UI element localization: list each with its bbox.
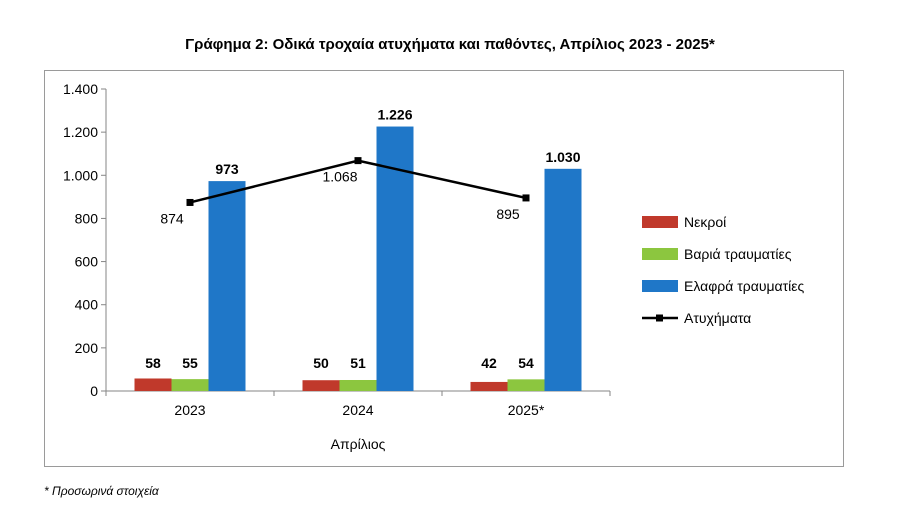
bar-2 bbox=[171, 379, 209, 391]
legend-swatch bbox=[642, 216, 678, 228]
legend-line-marker bbox=[656, 314, 663, 322]
legend-label: Ελαφρά τραυματίες bbox=[684, 278, 805, 294]
bar-data-label: 50 bbox=[313, 355, 329, 371]
bar-3 bbox=[208, 181, 246, 391]
chart-frame: 0 200 400 600 800 1.000 1.200 1.400 58 55 973 2023 5… bbox=[44, 70, 844, 467]
legend-swatch bbox=[642, 248, 678, 260]
legend-label: Βαριά τραυματίες bbox=[684, 246, 792, 262]
bar-1 bbox=[470, 381, 508, 391]
x-tick-label: 2023 bbox=[174, 402, 205, 418]
bar-data-label: 1.226 bbox=[377, 107, 412, 123]
y-tick-label: 1.000 bbox=[63, 167, 98, 183]
legend-label: Νεκροί bbox=[684, 214, 726, 230]
bar-data-label: 58 bbox=[145, 355, 161, 371]
legend-label: Ατυχήματα bbox=[684, 310, 751, 326]
bar-data-label: 54 bbox=[518, 355, 534, 371]
y-tick-label: 800 bbox=[75, 210, 99, 226]
y-tick-label: 400 bbox=[75, 297, 99, 313]
bar-3 bbox=[544, 168, 582, 391]
bar-1 bbox=[302, 380, 340, 391]
bar-data-label: 973 bbox=[215, 161, 239, 177]
bar-data-label: 55 bbox=[182, 355, 198, 371]
legend-swatch bbox=[642, 280, 678, 292]
x-tick-label: 2025* bbox=[508, 402, 545, 418]
chart-canvas: 0 200 400 600 800 1.000 1.200 1.400 58 55 973 2023 5… bbox=[63, 81, 805, 452]
bar-2 bbox=[339, 379, 377, 391]
bar-2 bbox=[507, 379, 545, 391]
y-tick-label: 1.400 bbox=[63, 81, 98, 97]
line-point bbox=[186, 198, 194, 206]
bar-data-label: 42 bbox=[481, 355, 497, 371]
y-tick-label: 0 bbox=[90, 383, 98, 399]
line-point bbox=[354, 157, 362, 165]
y-tick-label: 200 bbox=[75, 340, 99, 356]
chart-title: Γράφημα 2: Οδικά τροχαία ατυχήματα και π… bbox=[185, 36, 715, 53]
x-axis-title: Απρίλιος bbox=[331, 436, 386, 452]
line-point bbox=[522, 194, 530, 202]
y-tick-label: 600 bbox=[75, 254, 99, 270]
bar-data-label: 51 bbox=[350, 355, 366, 371]
line-data-label: 874 bbox=[160, 210, 184, 226]
bar-data-label: 1.030 bbox=[545, 149, 580, 165]
x-tick-label: 2024 bbox=[342, 402, 373, 418]
line-data-label: 895 bbox=[496, 206, 520, 222]
line-data-label: 1.068 bbox=[322, 169, 357, 185]
y-tick-label: 1.200 bbox=[63, 124, 98, 140]
bar-1 bbox=[134, 378, 172, 391]
footnote: * Προσωρινά στοιχεία bbox=[44, 484, 159, 498]
